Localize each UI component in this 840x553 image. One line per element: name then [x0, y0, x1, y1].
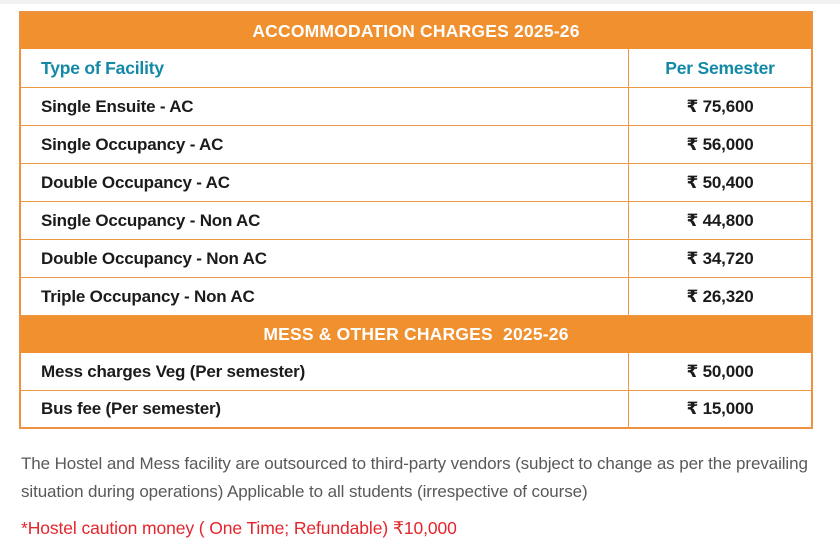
facility-label: Triple Occupancy - Non AC: [41, 286, 255, 306]
table-row: Double Occupancy - Non AC ₹ 34,720: [21, 239, 811, 277]
facility-label: Double Occupancy - AC: [41, 172, 230, 192]
mess-section-header: MESS & OTHER CHARGES 2025-26: [21, 315, 811, 353]
facility-label: Single Occupancy - Non AC: [41, 210, 261, 230]
charge-value: ₹ 75,600: [628, 88, 811, 125]
charge-value: ₹ 26,320: [628, 278, 811, 315]
caution-money-note: *Hostel caution money ( One Time; Refund…: [21, 518, 457, 538]
table-row: Mess charges Veg (Per semester) ₹ 50,000: [21, 353, 811, 390]
charge-value: ₹ 56,000: [628, 126, 811, 163]
outsourcing-note: The Hostel and Mess facility are outsour…: [21, 454, 808, 501]
charges-table: ACCOMMODATION CHARGES 2025-26 Type of Fa…: [19, 11, 813, 429]
facility-label: Single Ensuite - AC: [41, 96, 194, 116]
charge-value: ₹ 34,720: [628, 240, 811, 277]
table-row: Bus fee (Per semester) ₹ 15,000: [21, 390, 811, 427]
charge-value: ₹ 44,800: [628, 202, 811, 239]
charge-value: ₹ 50,400: [628, 164, 811, 201]
table-row: Single Occupancy - Non AC ₹ 44,800: [21, 201, 811, 239]
facility-label: Bus fee (Per semester): [41, 399, 221, 418]
table-header-row: Type of Facility Per Semester: [21, 49, 811, 87]
facility-label: Double Occupancy - Non AC: [41, 248, 267, 268]
facility-label: Mess charges Veg (Per semester): [41, 361, 306, 381]
table-row: Double Occupancy - AC ₹ 50,400: [21, 163, 811, 201]
charge-value: ₹ 50,000: [628, 353, 811, 390]
table-row: Triple Occupancy - Non AC ₹ 26,320: [21, 277, 811, 315]
page-top-divider: [0, 0, 840, 4]
facility-label: Single Occupancy - AC: [41, 134, 224, 154]
table-row: Single Ensuite - AC ₹ 75,600: [21, 87, 811, 125]
column-header-facility: Type of Facility: [41, 57, 164, 78]
charge-value: ₹ 15,000: [628, 391, 811, 427]
accommodation-section-header: ACCOMMODATION CHARGES 2025-26: [21, 13, 811, 49]
table-row: Single Occupancy - AC ₹ 56,000: [21, 125, 811, 163]
column-header-per-semester: Per Semester: [628, 49, 811, 87]
